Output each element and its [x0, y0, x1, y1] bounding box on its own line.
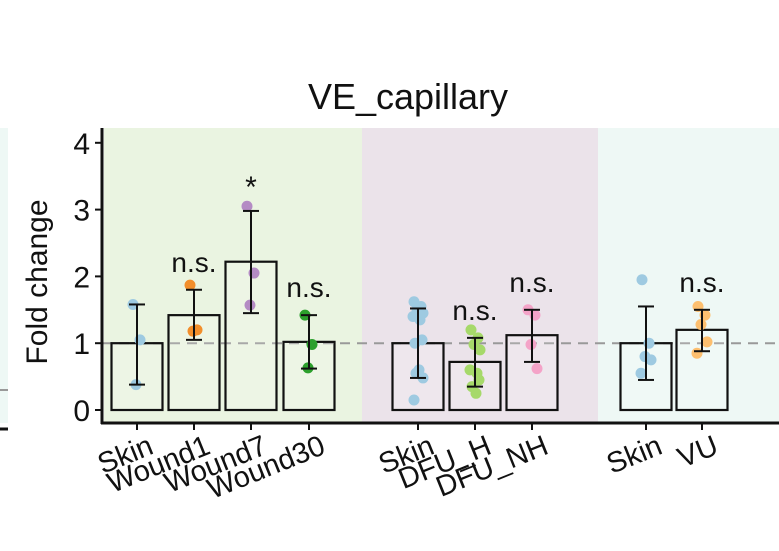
- significance-label: n.s.: [509, 267, 554, 298]
- y-tick-label: 0: [73, 395, 90, 428]
- group-backgrounds: [0, 128, 779, 431]
- y-tick-label: 4: [73, 128, 90, 161]
- data-point: [701, 336, 713, 348]
- data-point: [645, 354, 657, 366]
- significance-label: n.s.: [286, 272, 331, 303]
- data-point: [184, 279, 196, 291]
- y-tick-label: 2: [73, 261, 90, 294]
- x-tick-label: Wound30: [203, 430, 330, 506]
- significance-label: n.s.: [171, 247, 216, 278]
- significance-label: n.s.: [452, 295, 497, 326]
- significance-label: *: [245, 171, 257, 204]
- bars-layer: n.s. * n.s. n.s. n.s. n.s.: [110, 171, 729, 412]
- y-tick-label: 1: [73, 328, 90, 361]
- data-point: [470, 387, 482, 399]
- data-point: [636, 274, 648, 286]
- data-point: [465, 324, 477, 336]
- x-tick-label: VU: [673, 430, 722, 475]
- data-point: [531, 363, 543, 375]
- group-background-1: [104, 128, 362, 423]
- y-tick-label: 3: [73, 195, 90, 228]
- x-tick-label: Skin: [602, 430, 666, 481]
- data-point: [473, 374, 485, 386]
- y-axis-label: Fold change: [21, 199, 54, 364]
- group-background-3: [598, 128, 779, 423]
- data-point: [474, 344, 486, 356]
- data-point: [241, 200, 253, 212]
- significance-label: n.s.: [679, 267, 724, 298]
- x-tick-label: DFU_NH: [432, 430, 553, 504]
- data-point: [691, 347, 703, 359]
- chart-title: VE_capillary: [308, 76, 508, 117]
- data-point: [414, 314, 426, 326]
- data-point: [408, 394, 420, 406]
- data-point: [635, 367, 647, 379]
- left-panel-sliver: [0, 128, 8, 423]
